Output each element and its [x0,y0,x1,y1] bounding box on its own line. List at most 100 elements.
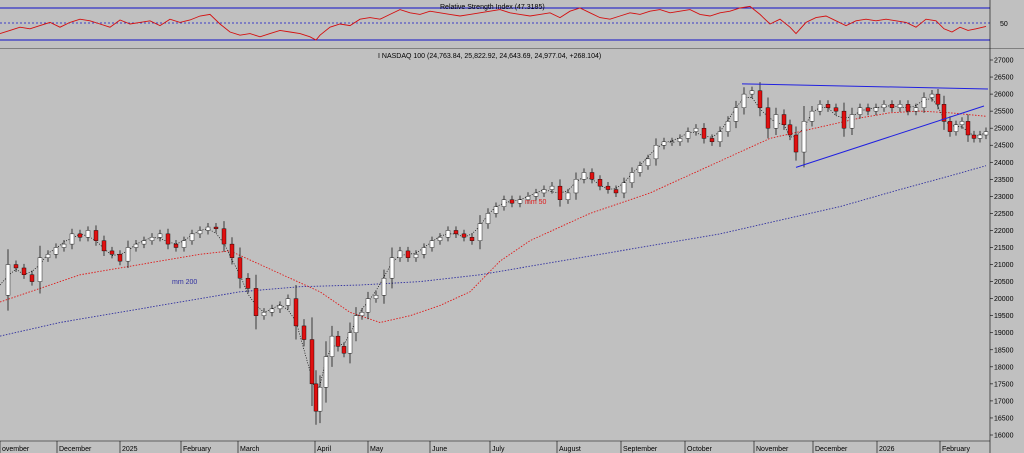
candle-body [841,110,847,129]
candle-body [533,192,539,197]
candle-body [237,257,243,279]
candle-body [929,93,935,98]
candle-body [329,335,335,357]
candle-body [93,230,99,241]
y-tick-label: 24500 [994,143,1014,150]
candle-body [913,107,919,112]
x-tick-label: July [492,446,505,453]
short-ma-dotted [0,97,987,396]
candle-body [801,121,807,153]
candle-body [849,114,855,129]
candle-body [477,223,483,241]
x-axis: ovember December 2025 February March April May… [0,440,990,453]
candle-body [381,277,387,296]
rsi-title: Relative Strength Index (47.3185) [440,4,545,11]
candle-body [857,107,863,115]
candle-body [53,247,59,255]
candle-body [101,240,107,252]
candle-body [935,93,941,105]
candle-body [557,185,563,200]
candle-body [45,254,51,258]
ma50-series [0,110,987,323]
candle-body [285,298,291,306]
candle-body [669,141,675,144]
candle-body [597,179,603,187]
candle-body [421,247,427,255]
ma200-label: mm 200 [172,279,197,286]
y-tick-label: 27000 [994,58,1014,65]
candle-body [581,172,587,180]
candle-body [347,332,353,354]
candle-body [825,104,831,108]
y-tick-label: 16500 [994,415,1014,422]
candle-body [941,104,947,122]
candle-body [661,141,667,146]
candle-body [229,243,235,258]
x-tick-label: November [756,446,789,453]
candle-body [889,104,895,108]
candle-body [301,325,307,340]
candle-body [977,134,983,139]
candle-body [865,107,871,112]
candle-body [773,114,779,129]
y-tick-label: 17500 [994,381,1014,388]
y-tick-label: 25500 [994,109,1014,116]
candle-body [317,387,323,412]
candle-body [947,121,953,132]
candle-body [445,230,451,238]
candle-body [701,127,707,139]
candle-body [21,267,27,275]
candle-body [205,226,211,231]
candle-body [405,250,411,258]
candle-body [549,185,555,190]
candle-body [213,226,219,229]
candle-body [261,312,267,316]
trendline [741,83,989,90]
x-tick-label: December [59,446,92,453]
candle-body [61,243,67,248]
candle-body [85,230,91,238]
rsi-line [0,5,987,41]
ma200-line [0,165,987,337]
candle-body [685,131,691,139]
candle-body [293,298,299,327]
candle-body [461,233,467,238]
candle-body [117,254,123,262]
ma50-label: mm 50 [525,199,547,206]
x-tick-label: October [687,446,713,453]
candle-body [953,124,959,132]
candle-body [717,131,723,143]
candle-body [921,97,927,108]
y-tick-label: 26500 [994,75,1014,82]
candle-body [905,104,911,112]
x-tick-label: August [559,446,581,453]
candle-body [13,264,19,269]
candle-body [757,90,763,108]
candle-body [149,237,155,241]
candle-body [589,172,595,180]
y-tick-label: 16000 [994,433,1014,440]
x-tick-label: December [815,446,848,453]
y-tick-label: 23500 [994,177,1014,184]
candle-body [629,172,635,183]
candle-body [469,237,475,241]
ma200-series [0,165,987,337]
candle-body [517,199,523,204]
y-axis: 16000 16500 17000 17500 18000 18500 19000 19500… [990,58,1014,440]
x-tick-label: April [317,446,331,453]
candle-body [509,199,515,204]
candle-body [493,206,499,214]
candle-body [565,192,571,200]
y-tick-label: 23000 [994,194,1014,201]
x-tick-label: March [240,446,260,453]
y-tick-label: 26000 [994,92,1014,99]
candle-body [787,124,793,136]
short-ma-line [0,97,987,396]
candle-body [733,107,739,122]
candle-body [437,237,443,241]
candle-body [781,114,787,125]
candle-body [269,308,275,313]
candle-body [353,315,359,333]
